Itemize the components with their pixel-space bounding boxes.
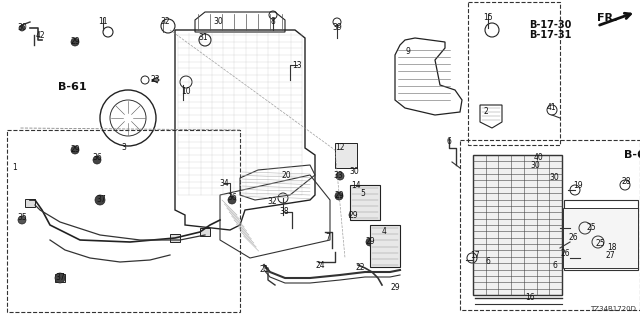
Text: 1: 1 bbox=[13, 164, 17, 172]
Bar bbox=[370, 225, 400, 267]
Text: 8: 8 bbox=[271, 18, 275, 27]
Text: 29: 29 bbox=[70, 37, 80, 46]
Text: 25: 25 bbox=[595, 239, 605, 249]
Text: 27: 27 bbox=[605, 251, 615, 260]
Text: 25: 25 bbox=[586, 223, 596, 233]
Circle shape bbox=[18, 216, 26, 224]
Text: 36: 36 bbox=[92, 154, 102, 163]
Text: 16: 16 bbox=[525, 293, 535, 302]
Text: 29: 29 bbox=[334, 191, 344, 201]
Bar bbox=[200, 228, 210, 236]
Text: 30: 30 bbox=[213, 18, 223, 27]
Text: 18: 18 bbox=[607, 244, 617, 252]
Text: 11: 11 bbox=[99, 18, 108, 27]
Text: 40: 40 bbox=[533, 154, 543, 163]
Text: 20: 20 bbox=[281, 171, 291, 180]
Text: B-17-30: B-17-30 bbox=[529, 20, 572, 30]
Circle shape bbox=[55, 273, 65, 283]
Text: 14: 14 bbox=[351, 180, 361, 189]
Circle shape bbox=[366, 238, 374, 246]
Text: 31: 31 bbox=[198, 33, 208, 42]
Text: 41: 41 bbox=[546, 103, 556, 113]
Text: 36: 36 bbox=[227, 194, 237, 203]
Circle shape bbox=[93, 156, 101, 164]
Bar bbox=[350, 185, 380, 220]
Bar bbox=[25, 199, 35, 207]
Text: 37: 37 bbox=[55, 274, 65, 283]
Text: 6: 6 bbox=[486, 258, 490, 267]
Text: 30: 30 bbox=[349, 167, 359, 177]
Text: 19: 19 bbox=[573, 180, 583, 189]
Bar bbox=[170, 234, 180, 242]
Bar bbox=[564, 200, 638, 270]
Text: 13: 13 bbox=[292, 60, 302, 69]
Bar bbox=[468, 2, 560, 145]
Text: 26: 26 bbox=[560, 249, 570, 258]
Circle shape bbox=[349, 211, 357, 219]
Bar bbox=[7, 130, 240, 312]
Text: 6: 6 bbox=[447, 138, 451, 147]
Bar bbox=[335, 143, 357, 168]
Bar bbox=[563, 208, 638, 268]
Text: 26: 26 bbox=[568, 234, 578, 243]
Text: B-61: B-61 bbox=[58, 82, 86, 92]
Text: 21: 21 bbox=[259, 266, 269, 275]
Circle shape bbox=[228, 196, 236, 204]
Text: 34: 34 bbox=[219, 179, 229, 188]
Text: 17: 17 bbox=[470, 251, 480, 260]
Text: 9: 9 bbox=[406, 47, 410, 57]
Text: B-60: B-60 bbox=[624, 150, 640, 160]
Text: 29: 29 bbox=[70, 146, 80, 155]
Text: 42: 42 bbox=[35, 30, 45, 39]
Text: 32: 32 bbox=[160, 18, 170, 27]
Text: 30: 30 bbox=[17, 23, 27, 33]
Text: 39: 39 bbox=[332, 23, 342, 33]
Text: 12: 12 bbox=[335, 142, 345, 151]
Bar bbox=[55, 274, 65, 282]
Text: 29: 29 bbox=[348, 211, 358, 220]
Text: 30: 30 bbox=[530, 161, 540, 170]
Circle shape bbox=[335, 192, 343, 200]
Text: 15: 15 bbox=[483, 13, 493, 22]
Text: 28: 28 bbox=[621, 178, 631, 187]
Text: 37: 37 bbox=[96, 196, 106, 204]
Text: TZ34B1720D: TZ34B1720D bbox=[590, 306, 636, 312]
Circle shape bbox=[19, 25, 25, 31]
Text: 35: 35 bbox=[17, 213, 27, 222]
Text: FR.: FR. bbox=[597, 13, 618, 23]
Text: 30: 30 bbox=[549, 173, 559, 182]
Text: 23: 23 bbox=[150, 76, 160, 84]
Circle shape bbox=[95, 195, 105, 205]
Text: 29: 29 bbox=[365, 237, 375, 246]
Text: 29: 29 bbox=[390, 284, 400, 292]
Text: 5: 5 bbox=[360, 188, 365, 197]
Text: 33: 33 bbox=[333, 171, 343, 180]
Text: 24: 24 bbox=[315, 260, 325, 269]
Text: 2: 2 bbox=[484, 108, 488, 116]
Circle shape bbox=[71, 146, 79, 154]
Bar bbox=[460, 140, 640, 310]
Text: 4: 4 bbox=[381, 227, 387, 236]
Circle shape bbox=[336, 172, 344, 180]
Circle shape bbox=[71, 38, 79, 46]
Text: 38: 38 bbox=[279, 207, 289, 217]
Bar bbox=[473, 155, 562, 295]
Text: B-17-31: B-17-31 bbox=[529, 30, 572, 40]
Text: 10: 10 bbox=[181, 87, 191, 97]
Text: 6: 6 bbox=[552, 260, 557, 269]
Text: 32: 32 bbox=[267, 197, 277, 206]
Text: 3: 3 bbox=[122, 143, 127, 153]
Text: 7: 7 bbox=[326, 234, 330, 243]
Text: 22: 22 bbox=[355, 263, 365, 273]
